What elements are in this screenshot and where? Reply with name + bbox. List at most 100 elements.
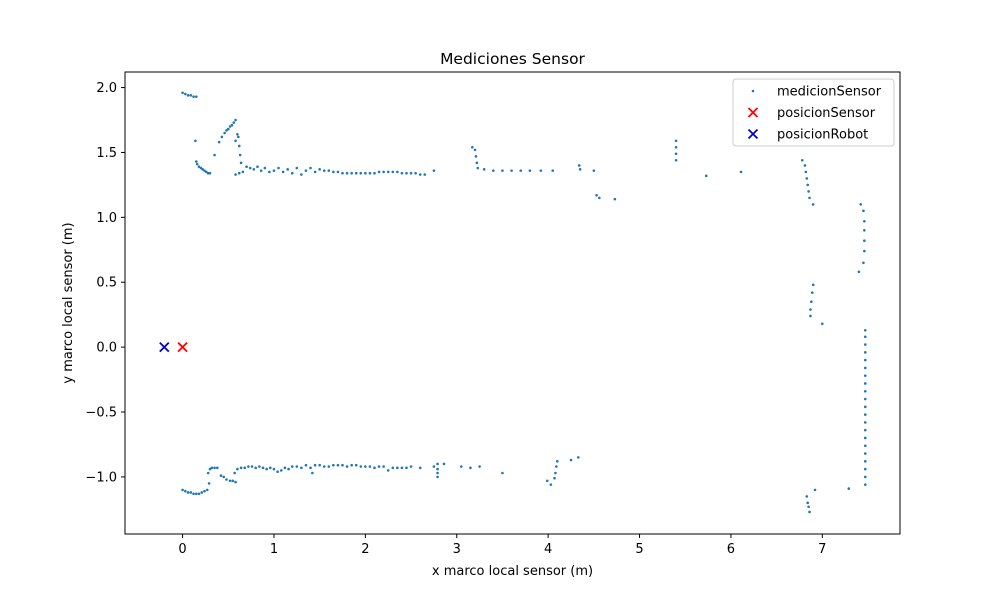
data-point	[492, 169, 495, 172]
data-point	[863, 328, 867, 332]
data-point	[219, 474, 223, 477]
data-point	[598, 196, 601, 200]
data-point	[806, 501, 809, 505]
data-point	[863, 452, 867, 455]
data-point	[341, 463, 344, 467]
data-point	[203, 489, 206, 493]
data-point	[336, 170, 340, 174]
posicionRobot-marker	[159, 341, 170, 353]
data-point	[501, 169, 504, 172]
data-point	[207, 482, 211, 485]
data-point	[382, 170, 385, 174]
data-point	[201, 168, 204, 171]
data-point	[225, 129, 228, 132]
x-tick-label: 2	[361, 542, 369, 557]
data-point	[213, 153, 216, 157]
data-point	[287, 467, 290, 471]
data-point	[400, 171, 404, 175]
data-point	[863, 239, 866, 243]
data-point	[396, 170, 399, 174]
data-point	[674, 152, 678, 156]
data-point	[283, 466, 287, 470]
data-point	[862, 209, 865, 213]
data-point	[197, 165, 201, 169]
data-point	[482, 168, 486, 171]
data-point	[863, 413, 867, 416]
data-point	[863, 405, 867, 409]
data-point	[239, 161, 243, 165]
data-point	[354, 463, 358, 467]
data-point	[405, 466, 408, 470]
data-point	[863, 335, 867, 339]
data-point	[674, 139, 678, 143]
legend-label: posicionRobot	[777, 128, 868, 143]
data-point	[545, 479, 549, 483]
x-tick-label: 7	[818, 542, 826, 557]
data-point	[236, 467, 239, 471]
data-point	[234, 118, 237, 122]
data-point	[857, 270, 861, 274]
data-point	[318, 168, 321, 171]
data-point	[592, 169, 596, 172]
data-point	[254, 466, 257, 470]
data-point	[804, 170, 808, 174]
legend-marker-medicionSensor	[751, 89, 755, 93]
data-point	[313, 463, 317, 467]
data-point	[217, 140, 221, 144]
data-point	[674, 158, 678, 162]
data-point	[863, 358, 867, 362]
data-point	[243, 466, 247, 470]
data-point	[476, 166, 480, 170]
data-point	[233, 471, 236, 475]
data-point	[286, 168, 289, 171]
data-point	[261, 466, 265, 470]
data-point	[236, 132, 239, 136]
data-point	[863, 249, 866, 253]
data-point	[189, 94, 193, 97]
data-point	[220, 135, 224, 139]
data-point	[806, 183, 809, 187]
data-point	[805, 177, 809, 180]
data-point	[350, 171, 353, 175]
data-point	[237, 135, 240, 139]
data-point	[807, 505, 810, 509]
data-point	[194, 95, 198, 98]
data-point	[863, 483, 867, 486]
legend-box	[732, 78, 895, 147]
data-point	[279, 469, 283, 472]
legend-label: posicionSensor	[777, 106, 876, 121]
data-point	[528, 169, 532, 172]
data-point	[800, 158, 804, 162]
data-point	[863, 428, 867, 432]
data-point	[186, 491, 190, 494]
data-point	[252, 168, 256, 171]
data-point	[510, 169, 513, 172]
data-point	[354, 171, 358, 175]
data-point	[810, 300, 813, 304]
data-point	[208, 467, 212, 471]
data-point	[821, 322, 824, 326]
data-point	[327, 465, 331, 468]
data-point	[238, 153, 242, 157]
data-point	[311, 471, 314, 475]
data-point	[318, 463, 321, 467]
data-point	[863, 366, 867, 370]
data-point	[290, 465, 294, 468]
legend-items: medicionSensor posicionSensor posicionRobo…	[747, 85, 882, 143]
data-point	[269, 466, 272, 470]
x-tick-label: 1	[270, 542, 278, 557]
data-point	[739, 170, 743, 174]
data-point	[423, 173, 427, 176]
data-point	[553, 476, 556, 480]
legend: medicionSensor posicionSensor posicionRobo…	[732, 78, 895, 147]
data-point	[213, 466, 216, 470]
data-point	[808, 196, 811, 200]
data-point	[256, 165, 259, 169]
data-point	[813, 488, 817, 492]
data-point	[234, 480, 237, 484]
y-tick-label: 1.0	[96, 211, 117, 226]
posicionSensor-marker	[177, 341, 188, 353]
data-point	[192, 95, 195, 98]
data-point	[192, 492, 195, 496]
